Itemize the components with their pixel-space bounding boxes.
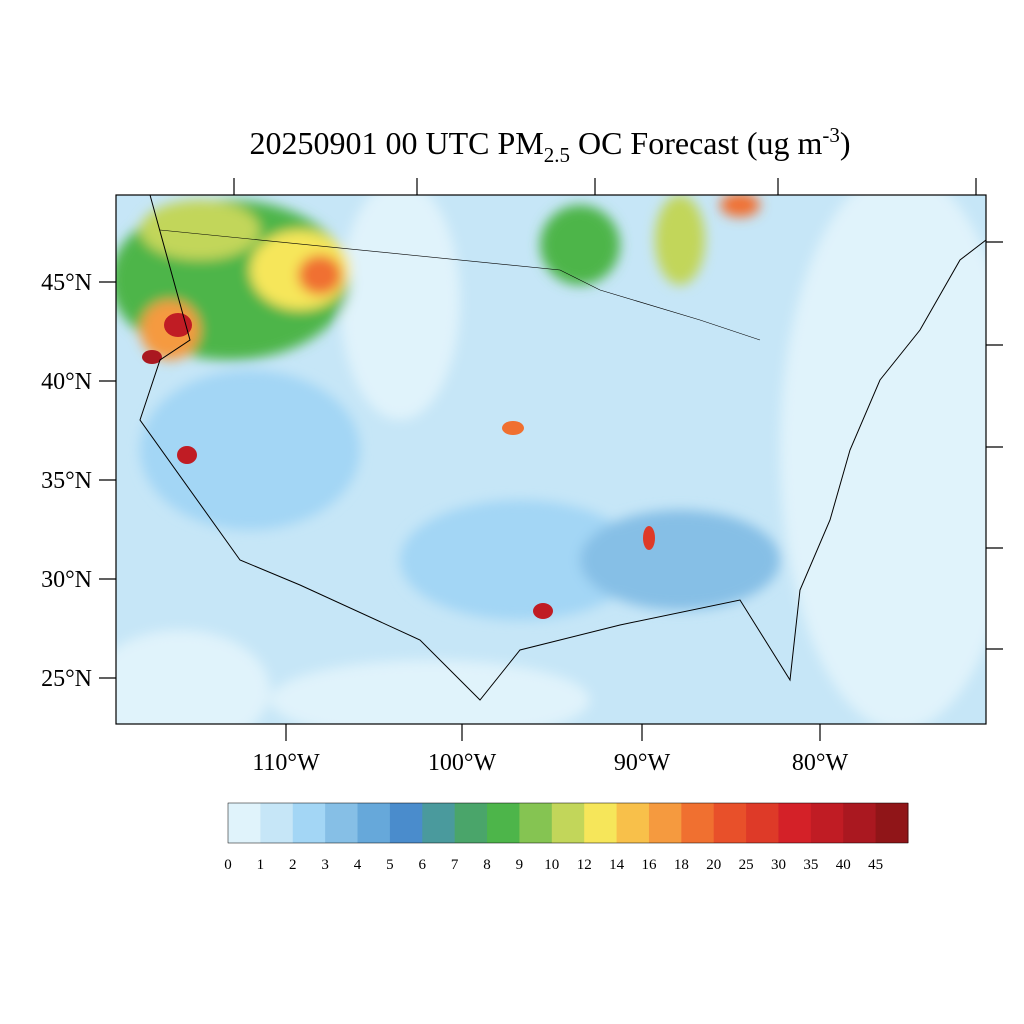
lat-label: 30°N <box>41 567 92 593</box>
colorbar-label: 30 <box>771 857 786 873</box>
colorbar-label: 25 <box>739 857 754 873</box>
lon-label: 80°W <box>792 750 849 776</box>
colorbar-box <box>778 803 812 843</box>
colorbar-label: 5 <box>386 857 394 873</box>
colorbar-box <box>228 803 261 843</box>
colorbar-label: 4 <box>354 857 362 873</box>
colorbar-box <box>616 803 650 843</box>
colorbar-label: 45 <box>868 857 883 873</box>
title-sup: -3 <box>822 123 840 147</box>
colorbar-label: 6 <box>419 857 427 873</box>
colorbar-label: 9 <box>516 857 524 873</box>
lon-label: 100°W <box>428 750 497 776</box>
lat-label: 35°N <box>41 468 92 494</box>
colorbar-box <box>325 803 359 843</box>
lat-label: 40°N <box>41 369 92 395</box>
colorbar-label: 0 <box>224 857 232 873</box>
colorbar-label: 40 <box>836 857 851 873</box>
title: 20250901 00 UTC PM2.5 OC Forecast (ug m-… <box>249 123 850 167</box>
colorbar-label: 14 <box>609 857 625 873</box>
colorbar-box <box>843 803 877 843</box>
colorbar-box <box>584 803 618 843</box>
colorbar-box <box>519 803 553 843</box>
title-rest: OC Forecast (ug m <box>570 125 823 161</box>
colorbar-label: 10 <box>544 857 559 873</box>
colorbar-frame <box>227 802 909 844</box>
colorbar-label: 35 <box>803 857 818 873</box>
colorbar-label: 16 <box>641 857 657 873</box>
title-sub: 2.5 <box>544 143 570 167</box>
map-field <box>116 195 986 724</box>
lat-label: 45°N <box>41 270 92 296</box>
colorbar-label: 20 <box>706 857 721 873</box>
colorbar-box <box>260 803 294 843</box>
colorbar-box <box>713 803 747 843</box>
map-frame <box>115 194 987 725</box>
colorbar-label: 1 <box>257 857 265 873</box>
colorbar-box <box>746 803 779 843</box>
lon-label: 90°W <box>614 750 671 776</box>
lon-label: 110°W <box>252 750 320 776</box>
title-end: ) <box>840 125 851 161</box>
colorbar-label: 3 <box>321 857 329 873</box>
colorbar-box <box>422 803 456 843</box>
colorbar-box <box>875 803 909 843</box>
colorbar-label: 18 <box>674 857 689 873</box>
colorbar-label: 8 <box>483 857 491 873</box>
colorbar-box <box>551 803 585 843</box>
colorbar-box <box>292 803 326 843</box>
ticks <box>99 178 1003 741</box>
colorbar-label: 7 <box>451 857 459 873</box>
lat-label: 25°N <box>41 666 92 692</box>
colorbar-label: 12 <box>577 857 592 873</box>
colorbar-box <box>810 803 844 843</box>
colorbar-label: 2 <box>289 857 297 873</box>
colorbar-box <box>487 803 520 843</box>
colorbar-box <box>648 803 682 843</box>
colorbar-box <box>389 803 423 843</box>
colorbar-box <box>681 803 715 843</box>
title-main: 20250901 00 UTC PM <box>249 125 543 161</box>
colorbar-box <box>357 803 391 843</box>
colorbar-box <box>454 803 488 843</box>
